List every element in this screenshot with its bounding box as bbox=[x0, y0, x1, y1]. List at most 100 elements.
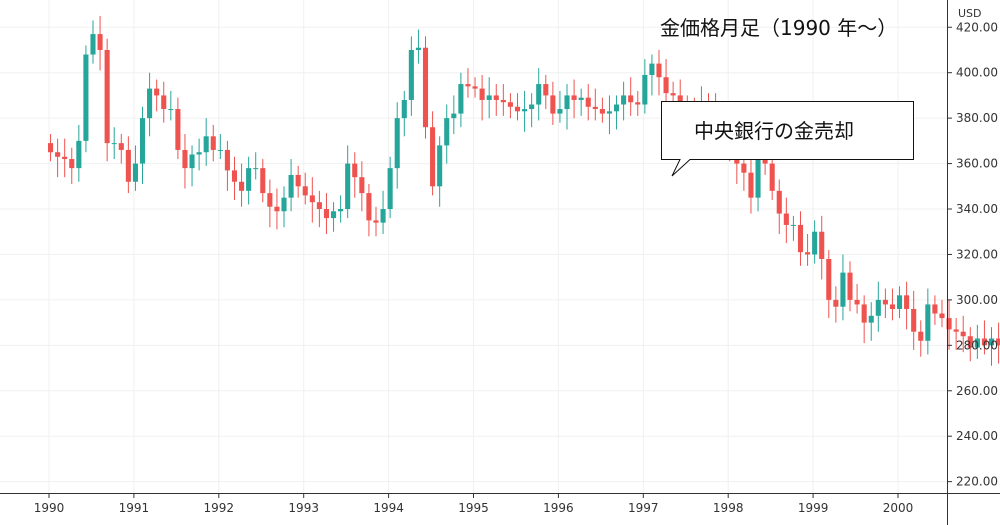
candle-body bbox=[154, 88, 160, 96]
time-tick-label: 1999 bbox=[798, 501, 829, 515]
candle-body bbox=[635, 102, 641, 105]
candle-body bbox=[486, 95, 492, 100]
candle-body bbox=[882, 299, 888, 305]
time-tick-label: 2000 bbox=[883, 501, 914, 515]
candle-body bbox=[161, 95, 167, 110]
candle-body bbox=[805, 252, 811, 255]
candle-body bbox=[338, 209, 344, 212]
candle-body bbox=[755, 159, 761, 198]
time-tick-label: 1995 bbox=[458, 501, 489, 515]
candle-body bbox=[769, 163, 775, 191]
candle-body bbox=[139, 118, 146, 164]
candle-body bbox=[996, 338, 1000, 346]
candle-body bbox=[125, 149, 131, 182]
candle-body bbox=[408, 49, 414, 100]
candle-body bbox=[776, 190, 782, 214]
candle-body bbox=[55, 152, 61, 157]
candle-body bbox=[380, 209, 386, 223]
candle-body bbox=[415, 47, 421, 50]
candle-body bbox=[260, 168, 266, 194]
candle-body bbox=[69, 159, 75, 169]
candle-body bbox=[550, 95, 556, 114]
candle-body bbox=[812, 231, 818, 255]
price-tick-label: 400.00 bbox=[956, 66, 998, 80]
time-tick-label: 1990 bbox=[34, 501, 65, 515]
candle-body bbox=[444, 118, 450, 146]
candle-body bbox=[571, 95, 577, 100]
candle-body bbox=[246, 168, 252, 191]
candle-body bbox=[939, 313, 945, 319]
candle-body bbox=[217, 149, 223, 151]
price-tick-label: 420.00 bbox=[956, 20, 998, 34]
candle-body bbox=[90, 34, 96, 55]
callout-text: 中央銀行の金売却 bbox=[694, 119, 854, 143]
candle-body bbox=[479, 88, 485, 100]
candle-body bbox=[97, 34, 103, 50]
time-tick-label: 1994 bbox=[373, 501, 404, 515]
candle-body bbox=[762, 159, 768, 164]
candle-body bbox=[422, 47, 429, 128]
candle-body bbox=[783, 213, 789, 225]
candle-body bbox=[861, 304, 867, 323]
candle-body bbox=[677, 95, 683, 105]
candle-body bbox=[656, 63, 662, 78]
candle-body bbox=[239, 181, 245, 191]
candle-body bbox=[606, 111, 613, 114]
candle-body bbox=[981, 338, 987, 346]
chart-title: 金価格月足（1990 年～） bbox=[660, 16, 897, 40]
candle-body bbox=[83, 54, 89, 141]
candle-body bbox=[281, 197, 287, 212]
candle-body bbox=[493, 95, 499, 100]
candle-body bbox=[118, 143, 124, 150]
central-bank-selling-callout: 中央銀行の金売却 bbox=[661, 101, 914, 177]
candle-body bbox=[111, 143, 117, 145]
candle-body bbox=[345, 163, 351, 210]
time-tick-label: 1991 bbox=[119, 501, 150, 515]
candle-body bbox=[543, 84, 549, 96]
candle-body bbox=[946, 318, 952, 330]
candle-body bbox=[557, 109, 563, 114]
candle-body bbox=[854, 299, 860, 305]
candle-body bbox=[904, 295, 910, 309]
candle-body bbox=[628, 95, 634, 103]
candle-body bbox=[182, 149, 188, 169]
candle-body bbox=[797, 224, 804, 253]
candle-body bbox=[578, 97, 584, 100]
candle-body bbox=[790, 224, 796, 226]
candle-body bbox=[430, 127, 436, 187]
candle-body bbox=[168, 109, 174, 111]
candle-body bbox=[670, 93, 676, 96]
candle-body bbox=[472, 86, 478, 89]
candle-body bbox=[267, 193, 273, 207]
candle-body bbox=[175, 109, 181, 150]
candle-body bbox=[564, 95, 570, 110]
candle-body bbox=[104, 49, 110, 144]
time-axis-ticks: 1990 1991 1992 1993 1994 1995 1996 1997 1998 1999… bbox=[34, 493, 914, 515]
time-tick-label: 1993 bbox=[288, 501, 319, 515]
candle-body bbox=[253, 168, 259, 170]
candle-body bbox=[210, 136, 216, 150]
candle-body bbox=[847, 272, 853, 300]
time-tick-label: 1992 bbox=[204, 501, 235, 515]
candle-body bbox=[875, 299, 881, 316]
candle-body bbox=[960, 331, 966, 337]
candle-body bbox=[507, 102, 513, 107]
price-tick-label: 280.00 bbox=[956, 338, 998, 352]
candle-body bbox=[868, 315, 874, 323]
candle-body bbox=[147, 88, 153, 119]
candle-body bbox=[840, 272, 846, 307]
candle-body bbox=[76, 140, 82, 169]
candle-body bbox=[925, 304, 931, 341]
candle-body bbox=[826, 258, 832, 300]
candle-body bbox=[316, 202, 322, 210]
grid-lines bbox=[0, 0, 947, 493]
price-tick-label: 220.00 bbox=[956, 475, 998, 489]
time-tick-label: 1996 bbox=[543, 501, 574, 515]
candle-body bbox=[295, 174, 301, 187]
candle-body bbox=[401, 99, 407, 119]
candle-body bbox=[352, 163, 358, 178]
candle-body bbox=[988, 338, 995, 346]
callout-box bbox=[661, 101, 914, 177]
candle-body bbox=[224, 149, 230, 171]
